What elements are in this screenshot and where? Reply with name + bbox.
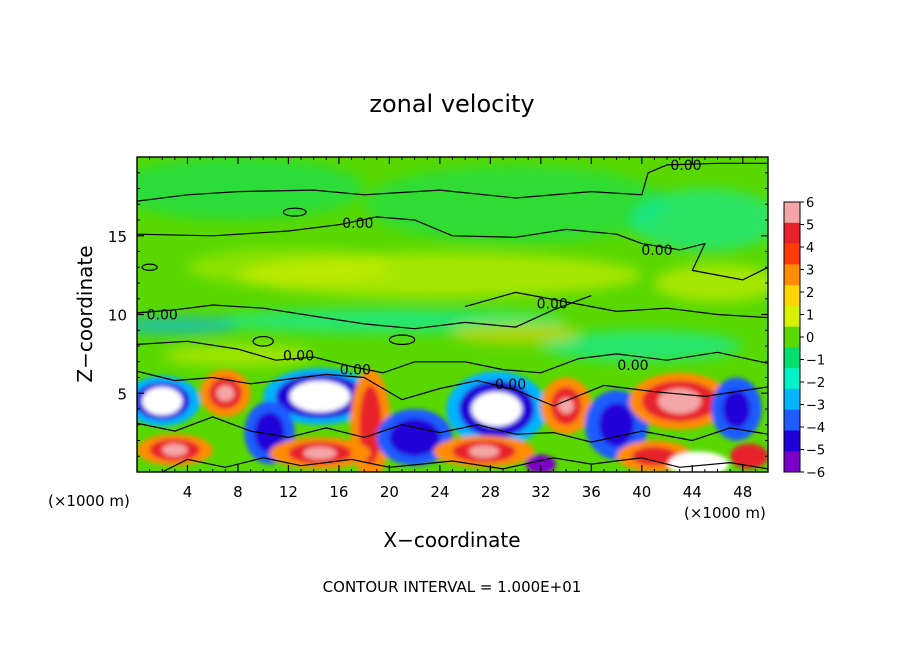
y-tick-label: 15	[108, 228, 127, 246]
field-region	[654, 264, 768, 302]
colorbar-cell	[784, 451, 800, 473]
colorbar-cell	[784, 305, 800, 328]
chart-title: zonal velocity	[369, 90, 534, 118]
zero-contour	[137, 370, 768, 407]
heatmap-field	[137, 157, 768, 472]
x-tick-label: 28	[481, 483, 500, 501]
zero-contour	[161, 457, 768, 472]
x-tick-label: 40	[632, 483, 651, 501]
colorbar-tick-label: −3	[806, 399, 825, 414]
colorbar-tick-label: 2	[806, 286, 814, 301]
contour-label: 0.00	[537, 296, 568, 312]
colorbar: 6 5 4 3 2 1 0 −1 −2 −3 −4 −5 −6	[783, 196, 825, 481]
zero-contour	[137, 416, 768, 443]
zero-contour	[137, 216, 768, 281]
field-region	[162, 443, 188, 457]
contour-label: 0.00	[617, 358, 648, 374]
zero-contour-loop	[388, 334, 416, 346]
colorbar-tick-label: 6	[806, 196, 814, 211]
contour-label: 0.00	[340, 363, 371, 379]
field-region	[389, 418, 440, 457]
colorbar-cell	[784, 388, 800, 411]
contour-label: 0.00	[495, 377, 526, 393]
contour-labels: 0.00 0.00 0.00 0.00 0.00 0.00 0.00 0.00 0.00	[147, 158, 702, 393]
x-tick-label: 12	[279, 483, 298, 501]
field-region	[631, 446, 678, 466]
x-axis-label: X−coordinate	[383, 528, 520, 552]
x-unit-right: (×1000 m)	[684, 504, 766, 522]
y-tick-label: 10	[108, 307, 127, 325]
x-tick-label: 24	[430, 483, 449, 501]
colorbar-tick-label: 4	[806, 241, 814, 256]
colorbar-tick-label: −5	[806, 444, 825, 459]
colorbar-tick-label: 1	[806, 309, 814, 324]
colorbar-tick-label: −4	[806, 421, 825, 436]
contour-interval-note: CONTOUR INTERVAL = 1.000E+01	[323, 578, 582, 596]
field-region	[137, 157, 365, 220]
y-axis-label: Z−coordinate	[73, 245, 97, 382]
colorbar-cell	[784, 202, 800, 224]
colorbar-tick-label: 3	[806, 264, 814, 279]
field-region	[722, 390, 751, 428]
colorbar-tick-label: −1	[806, 354, 825, 369]
zero-contour	[137, 295, 592, 330]
zero-contour	[464, 291, 768, 319]
field-region	[629, 188, 768, 252]
x-tick-label: 32	[531, 483, 550, 501]
field-region	[730, 443, 768, 469]
zero-contour-loop	[141, 263, 158, 272]
colorbar-cell	[784, 409, 800, 431]
field-region	[598, 402, 635, 447]
field-region	[364, 164, 668, 244]
colorbar-cell	[784, 368, 800, 390]
colorbar-tick-label: −6	[806, 466, 825, 481]
x-tick-label: 16	[329, 483, 348, 501]
field-region	[540, 330, 743, 362]
colorbar-cell	[784, 264, 800, 286]
zero-contour-loop	[282, 207, 307, 217]
x-tick-label: 4	[183, 483, 193, 501]
y-axis: 5 10 15	[108, 172, 768, 457]
x-axis: 4 8 12 16 20 24 28 32 36 40 44 48	[149, 157, 756, 501]
contour-label: 0.00	[670, 158, 701, 174]
colorbar-cell	[784, 347, 800, 369]
contour-label: 0.00	[342, 216, 373, 232]
contour-label: 0.00	[283, 348, 314, 364]
colorbar-cell	[784, 326, 800, 348]
colorbar-cell	[784, 285, 800, 307]
field-region	[142, 386, 183, 416]
x-tick-label: 48	[733, 483, 752, 501]
colorbar-tick-label: −2	[806, 376, 825, 391]
colorbar-tick-label: 0	[806, 331, 814, 346]
field-region	[162, 344, 314, 367]
zero-contour	[137, 162, 768, 202]
field-region	[254, 412, 285, 454]
x-tick-label: 20	[380, 483, 399, 501]
colorbar-cell	[784, 243, 800, 265]
zero-contour-loop	[252, 335, 274, 347]
x-unit-left: (×1000 m)	[48, 492, 130, 510]
colorbar-cell	[784, 430, 800, 452]
zero-contour	[137, 340, 768, 374]
contour-label: 0.00	[147, 308, 178, 324]
field-region	[289, 380, 351, 413]
colorbar-cell	[784, 222, 800, 245]
x-tick-label: 44	[683, 483, 702, 501]
y-tick-label: 5	[117, 385, 127, 403]
field-region	[216, 385, 235, 402]
field-region	[452, 322, 579, 345]
field-region	[468, 445, 500, 458]
colorbar-tick-label: 5	[806, 219, 814, 234]
field-region	[137, 316, 238, 335]
contour-label: 0.00	[641, 243, 672, 259]
field-region	[303, 446, 337, 460]
field-region	[359, 385, 382, 465]
x-tick-label: 36	[582, 483, 601, 501]
field-region	[187, 248, 390, 287]
x-tick-label: 8	[233, 483, 243, 501]
field-region	[471, 391, 522, 427]
